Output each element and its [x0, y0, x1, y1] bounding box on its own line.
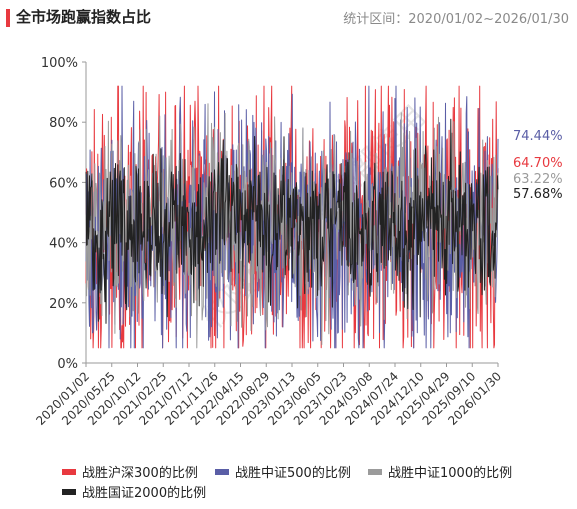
- date-range-label: 统计区间：2020/01/02~2026/01/30: [343, 12, 569, 27]
- series-layer: [85, 85, 499, 349]
- y-tick-label: 0%: [57, 357, 78, 372]
- x-axis: 2020/01/022020/05/252020/10/122021/02/25…: [33, 362, 504, 428]
- legend-item-1[interactable]: 战胜中证500的比例: [215, 462, 351, 481]
- y-tick-label: 60%: [49, 176, 78, 191]
- legend-label: 战胜沪深300的比例: [82, 466, 198, 481]
- legend-item-0[interactable]: 战胜沪深300的比例: [62, 462, 198, 481]
- title-accent-bar: [6, 9, 10, 27]
- end-label-series-3: 57.68%: [513, 187, 563, 202]
- series-line-3: [85, 118, 499, 324]
- y-tick-label: 100%: [41, 56, 78, 71]
- legend-label: 战胜中证1000的比例: [388, 466, 513, 481]
- chart-title: 全市场跑赢指数占比: [16, 8, 152, 26]
- y-tick-label: 80%: [49, 116, 78, 131]
- legend-label: 战胜国证2000的比例: [82, 486, 207, 501]
- y-tick-label: 40%: [49, 237, 78, 252]
- y-tick-label: 20%: [49, 297, 78, 312]
- legend-item-3[interactable]: 战胜国证2000的比例: [62, 482, 206, 501]
- y-axis: 0% 20% 40% 60% 80% 100%: [41, 56, 87, 372]
- end-labels: 74.44% 64.70%63.22%57.68%: [513, 129, 563, 202]
- line-chart: 仅限好买基金内部使用 0%20%40%60%80%100% 2020/01/02…: [33, 56, 563, 428]
- legend-swatch: [62, 488, 76, 495]
- legend-item-2[interactable]: 战胜中证1000的比例: [368, 462, 512, 481]
- chart-header: 全市场跑赢指数占比 统计区间：2020/01/02~2026/01/30: [0, 0, 577, 34]
- end-label-series-0: 64.70%: [513, 156, 563, 171]
- legend-swatch: [368, 468, 382, 475]
- legend-swatch: [62, 468, 76, 475]
- legend-swatch: [215, 468, 229, 475]
- series-line-2: [85, 103, 499, 349]
- end-label-series-2: 63.22%: [513, 172, 563, 187]
- end-label-series-1: 74.44%: [513, 129, 563, 144]
- legend-label: 战胜中证500的比例: [235, 466, 351, 481]
